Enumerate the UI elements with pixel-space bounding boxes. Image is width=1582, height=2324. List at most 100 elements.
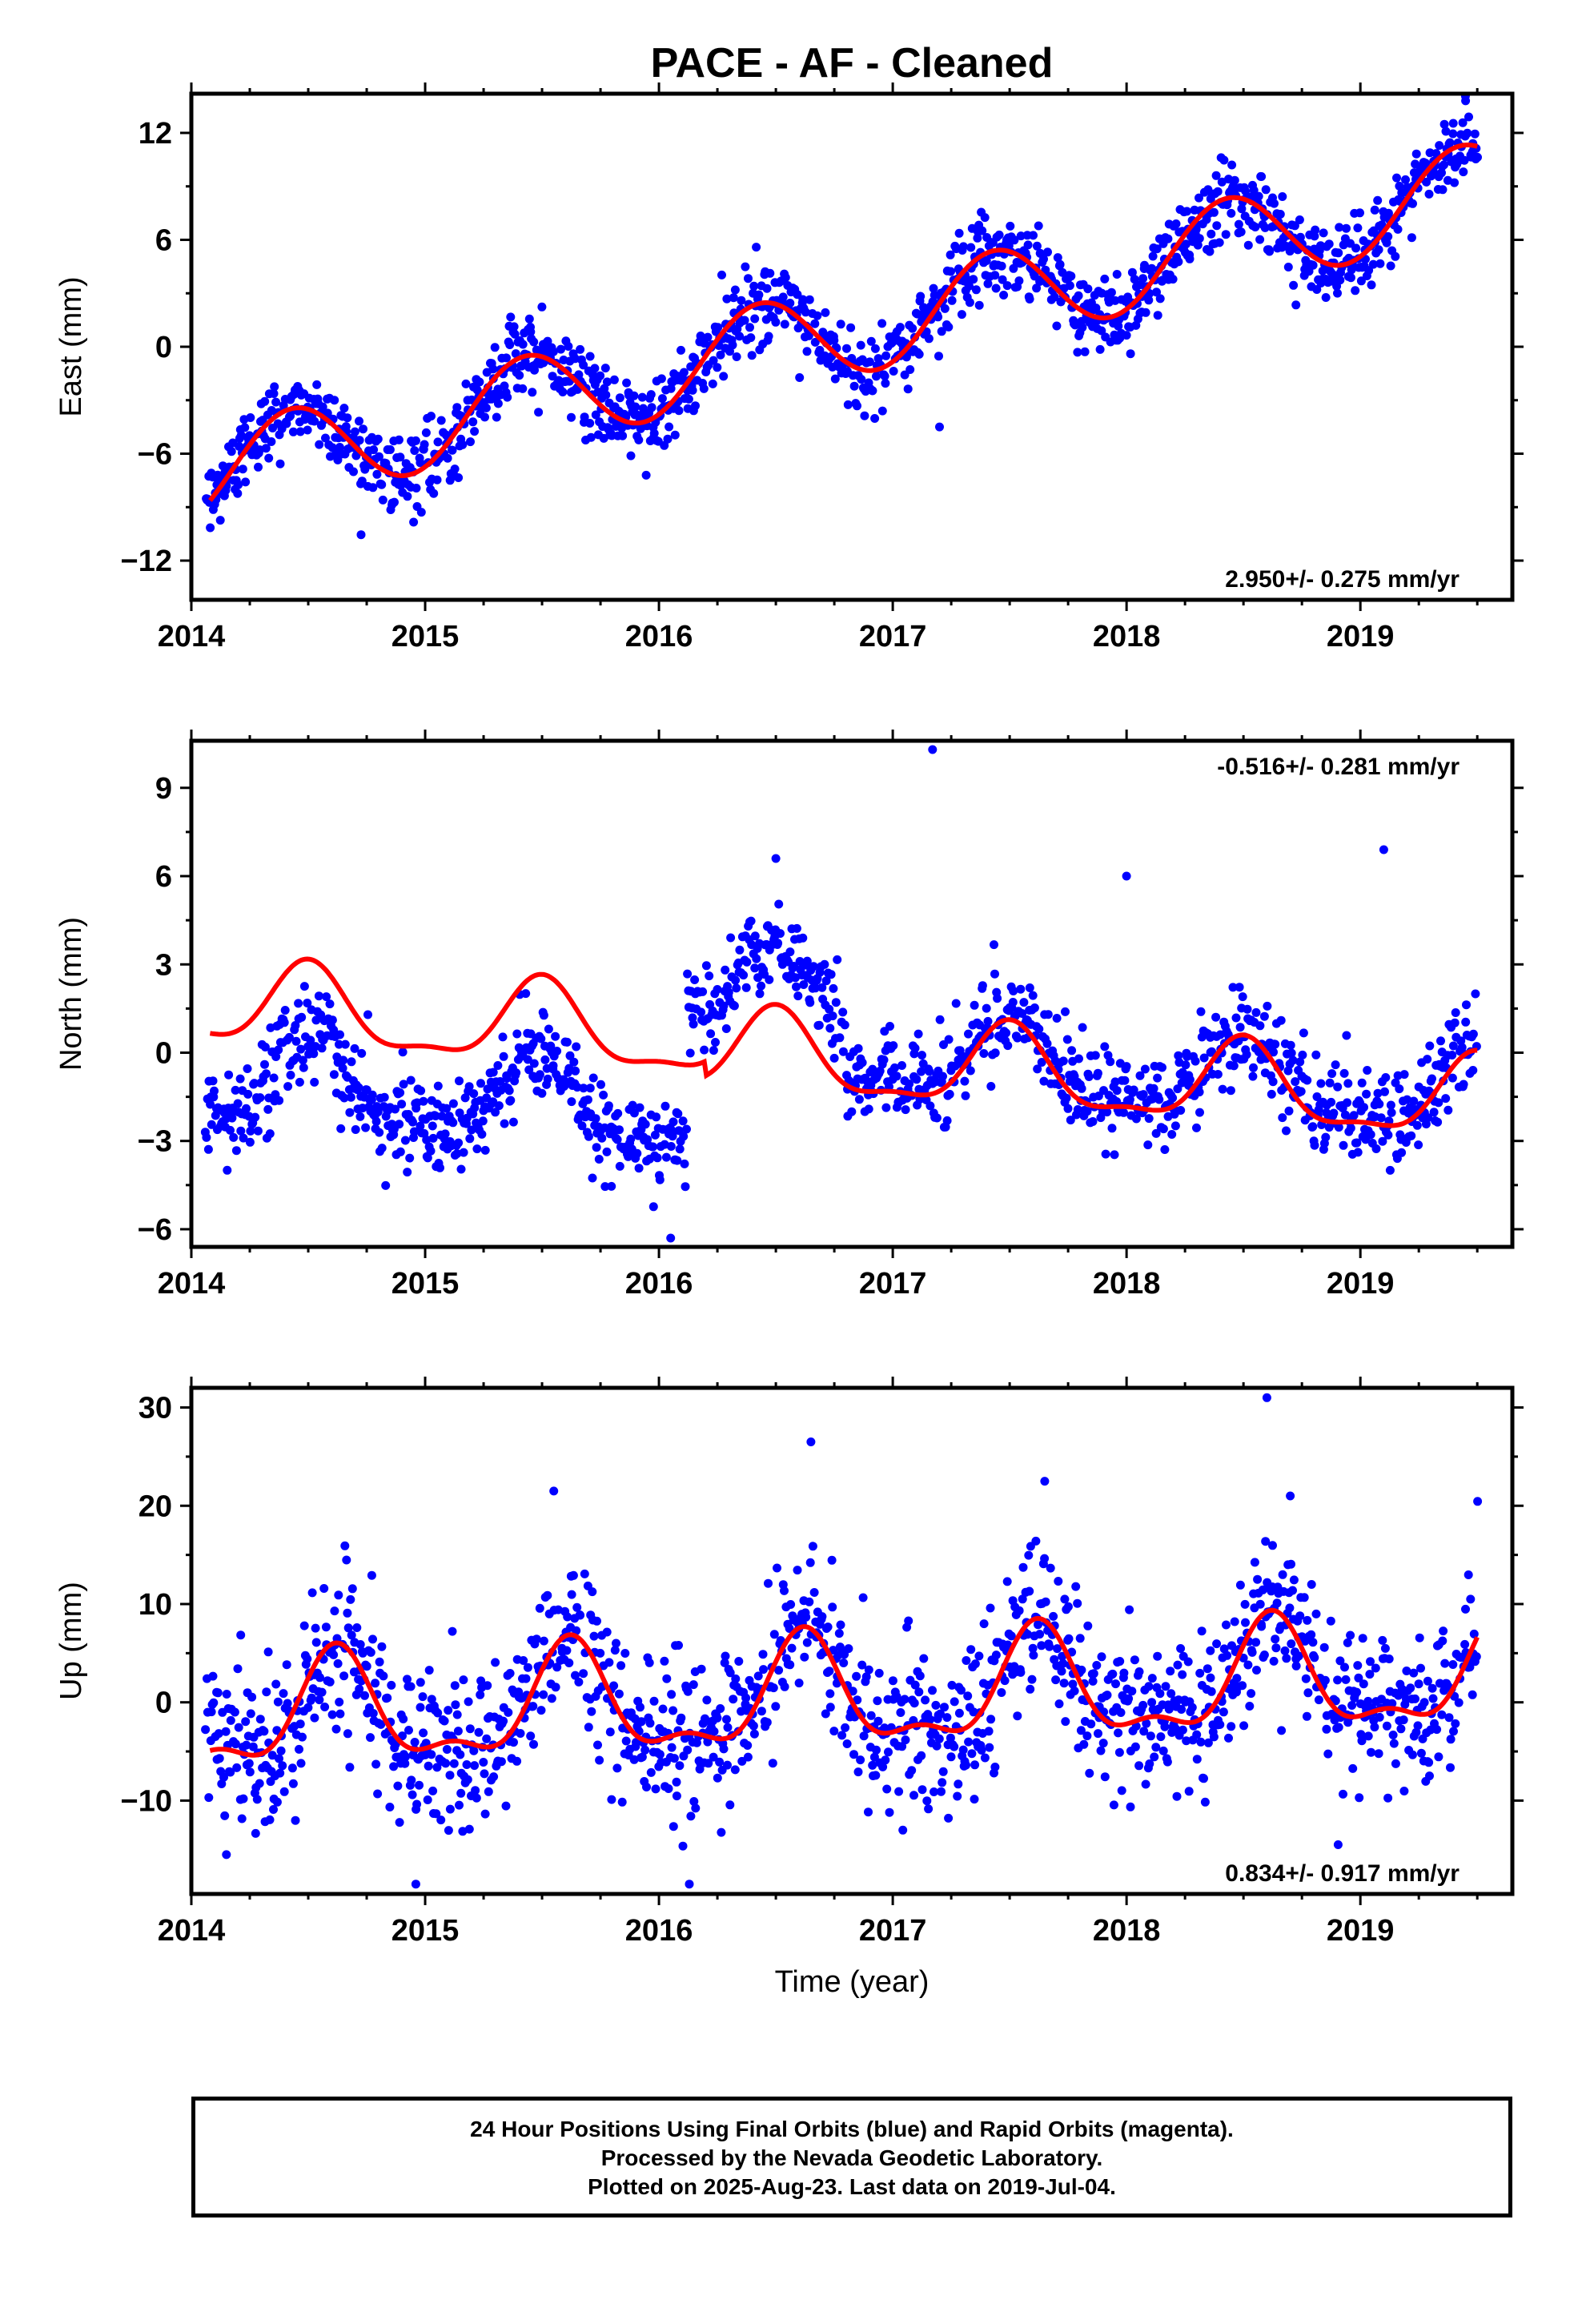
data-point <box>1268 1541 1277 1550</box>
data-point <box>1161 1682 1170 1691</box>
data-point <box>1434 1098 1443 1108</box>
data-point <box>1375 259 1385 268</box>
data-point <box>1374 245 1383 255</box>
data-point <box>234 480 243 489</box>
data-point <box>241 1717 251 1727</box>
data-point <box>709 1046 718 1055</box>
data-point <box>1425 1771 1434 1781</box>
data-point <box>355 1112 365 1121</box>
data-point <box>1289 280 1299 290</box>
data-point <box>456 1788 466 1798</box>
data-point <box>615 1125 624 1135</box>
data-point <box>791 973 800 983</box>
data-point <box>1333 1675 1343 1685</box>
data-point <box>689 1019 698 1029</box>
data-point <box>979 1619 989 1629</box>
data-point <box>928 1686 937 1695</box>
data-point <box>675 1144 685 1154</box>
data-point <box>448 1099 458 1108</box>
data-point <box>1177 1705 1186 1714</box>
data-point <box>636 1703 644 1712</box>
data-point <box>1230 1617 1239 1626</box>
data-point <box>713 985 722 994</box>
data-point <box>440 1716 449 1726</box>
data-point <box>615 393 624 403</box>
x-tick-label: 2015 <box>391 620 460 653</box>
data-point <box>287 1763 297 1773</box>
data-point <box>1102 1108 1112 1117</box>
data-point <box>233 1099 243 1108</box>
data-point <box>564 1659 574 1667</box>
x-tick-label: 2017 <box>859 1267 927 1301</box>
data-point <box>1354 1673 1363 1683</box>
data-point <box>1459 167 1468 177</box>
data-point <box>464 1824 474 1834</box>
data-point <box>1433 1117 1443 1127</box>
data-point <box>371 1679 380 1688</box>
data-point <box>857 1660 867 1670</box>
data-point <box>303 1703 313 1712</box>
data-point <box>1321 293 1331 302</box>
data-point <box>469 1089 479 1099</box>
data-point <box>523 1055 532 1064</box>
data-point <box>1450 178 1460 187</box>
data-point <box>1411 1694 1419 1703</box>
data-point <box>445 1771 455 1780</box>
data-point <box>1100 1772 1110 1782</box>
data-point <box>849 1750 858 1759</box>
data-point <box>477 1129 487 1139</box>
y-tick-label: 12 <box>139 117 172 151</box>
data-point <box>1117 1786 1126 1795</box>
data-point <box>379 1671 388 1681</box>
data-point <box>562 1037 572 1047</box>
data-point <box>677 1713 686 1723</box>
data-point <box>982 1003 991 1013</box>
data-point <box>705 971 714 981</box>
data-point <box>399 1080 408 1089</box>
data-point <box>668 1132 677 1141</box>
data-point <box>966 243 976 252</box>
data-point <box>586 432 596 442</box>
data-point <box>1174 1051 1183 1060</box>
data-point <box>262 1687 271 1697</box>
data-point <box>1206 1673 1215 1683</box>
data-point <box>673 1109 683 1119</box>
data-point <box>1114 1728 1123 1738</box>
data-point <box>794 1679 804 1688</box>
data-point <box>1291 1077 1300 1087</box>
data-point <box>828 1011 837 1021</box>
data-point <box>1095 344 1105 354</box>
data-point <box>765 268 775 278</box>
data-point <box>1407 233 1416 243</box>
data-point <box>222 1850 231 1860</box>
data-point <box>1259 1651 1269 1659</box>
data-point <box>490 343 500 352</box>
data-point <box>719 1744 729 1754</box>
data-point <box>648 1202 658 1212</box>
data-point <box>1396 1724 1406 1734</box>
data-point <box>480 1769 489 1779</box>
data-point <box>1263 1001 1272 1011</box>
data-point <box>395 1120 404 1129</box>
data-point <box>637 392 647 402</box>
data-point <box>254 462 263 472</box>
data-point <box>860 411 869 420</box>
data-point <box>1299 1028 1308 1038</box>
data-point <box>506 312 516 322</box>
data-point <box>921 1695 930 1705</box>
data-point <box>1061 1007 1070 1016</box>
data-point <box>330 1606 339 1616</box>
data-point <box>1153 311 1162 320</box>
data-point <box>1125 1605 1134 1614</box>
data-point <box>1371 1144 1381 1153</box>
data-point <box>602 377 612 387</box>
y-tick-label: −6 <box>138 1213 172 1247</box>
data-point <box>1154 1095 1164 1104</box>
data-point <box>588 1587 597 1597</box>
data-point <box>666 1142 676 1151</box>
data-point <box>518 340 528 349</box>
data-point <box>946 250 955 259</box>
data-point <box>1006 221 1015 231</box>
data-point <box>312 380 322 389</box>
data-point <box>907 1766 917 1775</box>
